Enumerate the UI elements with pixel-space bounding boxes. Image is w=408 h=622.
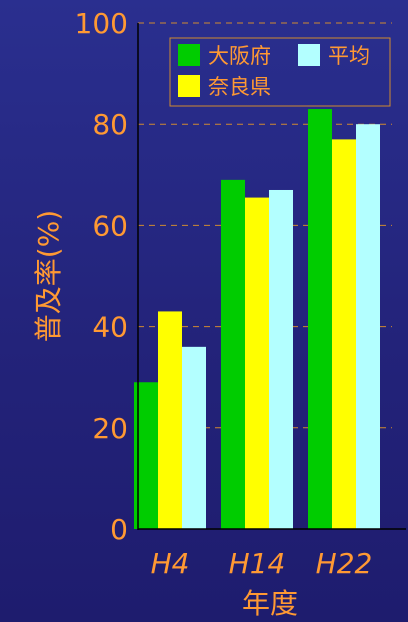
bar-H14-2 — [269, 189, 293, 530]
y-axis-label: 普及率(%) — [32, 210, 65, 342]
legend-swatch-1 — [178, 75, 200, 97]
y-tick-60: 60 — [92, 209, 128, 242]
legend-label-1: 奈良県 — [208, 75, 271, 99]
bar-H22-0 — [308, 109, 332, 530]
y-tick-80: 80 — [92, 108, 128, 141]
bar-H14-1 — [245, 197, 269, 529]
legend-label-2: 平均 — [328, 44, 370, 68]
legend-swatch-0 — [178, 44, 200, 66]
bar-H22-1 — [332, 139, 356, 529]
bar-H4-1 — [158, 311, 182, 529]
axes-group — [137, 23, 406, 530]
bar-H14-0 — [221, 179, 245, 530]
x-axis-label: 年度 — [242, 587, 298, 620]
x-tick-H14: H14 — [229, 547, 286, 580]
y-tick-0: 0 — [110, 513, 128, 546]
y-tick-labels: 0 20 40 60 80 100 — [75, 7, 128, 546]
legend-box — [169, 37, 391, 107]
x-tick-H22: H22 — [316, 547, 373, 580]
x-tick-labels: H4 H14 H22 — [151, 547, 373, 580]
bar-H4-2 — [182, 346, 206, 529]
legend-swatch-2 — [298, 44, 320, 66]
y-tick-100: 100 — [75, 7, 128, 40]
y-tick-20: 20 — [92, 412, 128, 445]
y-tick-40: 40 — [92, 311, 128, 344]
legend-label-0: 大阪府 — [208, 44, 271, 68]
x-tick-H4: H4 — [151, 547, 190, 580]
bars-group — [134, 109, 380, 530]
bar-H22-2 — [356, 124, 380, 529]
